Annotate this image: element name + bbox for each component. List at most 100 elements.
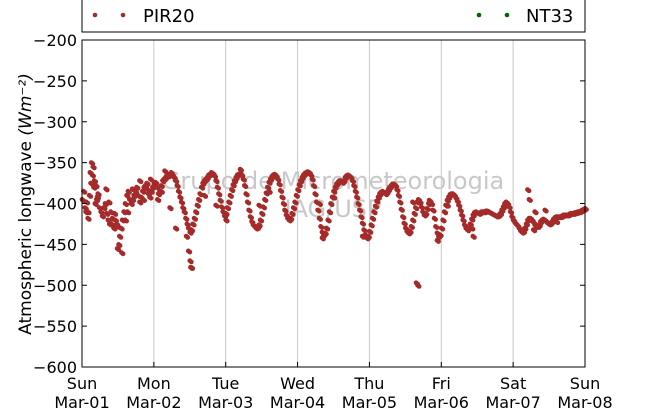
- point-pir20-96-b: [219, 199, 224, 204]
- point-pir20-93-b: [214, 179, 220, 185]
- point-pir20-76-b: [190, 228, 196, 234]
- point-pir20-112-b: [242, 177, 247, 183]
- point-pir20-245-b: [433, 217, 438, 222]
- point-pir20-101-b: [226, 206, 232, 212]
- point-pir20-249-b: [438, 233, 444, 239]
- legend: PIR20 NT33: [81, 0, 586, 33]
- point-pir20-250-b: [440, 226, 446, 232]
- point-pir20-127-b: [263, 198, 269, 204]
- point-pir20-356-b: [93, 179, 99, 185]
- point-pir20-170-b: [325, 226, 331, 232]
- point-pir20-66-b: [176, 184, 181, 190]
- x-tick-date-1: Mar-02: [126, 393, 181, 409]
- point-pir20-65-b: [174, 179, 180, 185]
- point-pir20-42-b: [141, 190, 147, 195]
- point-pir20-145-b: [289, 217, 295, 222]
- point-pir20-246-b: [434, 225, 440, 231]
- point-pir20-172-b: [328, 210, 334, 216]
- point-pir20-264-b: [460, 213, 466, 219]
- point-pir20-240-b: [426, 207, 431, 213]
- point-pir20-35-b: [131, 198, 137, 204]
- legend-marker-nt33-2: [504, 12, 510, 18]
- point-pir20-78-b: [193, 217, 199, 222]
- point-pir20-15-b: [102, 206, 108, 212]
- point-pir20-115-b: [246, 200, 252, 206]
- point-pir20-379-b: [185, 235, 191, 240]
- point-pir20-5-b: [88, 194, 94, 199]
- x-tick-date-5: Mar-06: [414, 393, 469, 409]
- x-tick-weekday-2: Tue: [211, 374, 239, 393]
- y-tick-label-6: −500: [33, 276, 77, 295]
- point-pir20-377-b: [168, 206, 174, 212]
- x-tick-weekday-1: Mon: [137, 374, 171, 393]
- point-pir20-83-b: [200, 185, 206, 191]
- point-pir20-309-b: [525, 222, 530, 228]
- x-tick-date-6: Mar-07: [485, 393, 540, 409]
- y-tick-label-2: −300: [33, 113, 77, 132]
- x-tick-date-2: Mar-03: [198, 393, 253, 409]
- legend-marker-pir20-1: [92, 12, 98, 18]
- point-pir20-68-b: [178, 195, 184, 201]
- point-pir20-400-b: [470, 226, 476, 232]
- point-pir20-398-b: [428, 199, 433, 204]
- point-pir20-235-b: [418, 200, 424, 206]
- point-pir20-67-b: [177, 190, 183, 195]
- point-pir20-380-b: [187, 249, 193, 255]
- point-pir20-173-b: [329, 202, 335, 208]
- point-pir20-92-b: [213, 174, 219, 180]
- point-pir20-405-b: [533, 210, 539, 216]
- point-pir20-265-b: [461, 218, 467, 224]
- point-pir20-371-b: [142, 198, 148, 204]
- point-pir20-222-b: [400, 208, 405, 213]
- point-pir20-263-b: [459, 208, 464, 214]
- point-pir20-252-b: [443, 210, 449, 216]
- point-pir20-192-b: [357, 202, 362, 208]
- point-pir20-401-b: [472, 235, 477, 240]
- point-pir20-378-b: [174, 226, 180, 232]
- y-tick-label-4: −400: [33, 195, 77, 214]
- point-pir20-188-b: [351, 179, 357, 185]
- point-pir20-166-b: [319, 225, 325, 231]
- point-pir20-365-b: [120, 251, 126, 257]
- point-pir20-14-b: [101, 214, 106, 220]
- legend-box: [81, 0, 586, 33]
- point-pir20-368-b: [131, 187, 137, 193]
- point-pir20-251-b: [441, 218, 447, 224]
- point-pir20-164-b: [316, 208, 322, 214]
- point-pir20-236-b: [420, 205, 426, 211]
- point-pir20-351-b: [84, 210, 90, 216]
- point-pir20-30-b: [124, 202, 129, 208]
- point-pir20-369-b: [135, 192, 140, 198]
- point-pir20-191-b: [355, 195, 361, 201]
- point-pir20-162-b: [313, 192, 319, 198]
- point-pir20-95-b: [217, 192, 223, 198]
- point-pir20-34-b: [130, 202, 135, 208]
- point-pir20-204-b: [374, 204, 380, 210]
- point-pir20-239-b: [424, 212, 430, 217]
- x-tick-weekday-5: Fri: [432, 374, 451, 393]
- point-pir20-229-b: [410, 225, 415, 231]
- point-pir20-103-b: [229, 194, 234, 199]
- point-pir20-376-b: [163, 169, 169, 175]
- point-pir20-193-b: [358, 208, 364, 214]
- point-pir20-81-b: [197, 198, 203, 204]
- point-pir20-3-b: [85, 200, 91, 206]
- point-pir20-364-b: [117, 243, 123, 249]
- point-pir20-298-b: [509, 210, 515, 216]
- point-pir20-388-b: [257, 203, 263, 209]
- point-pir20-199-b: [367, 235, 372, 240]
- point-pir20-221-b: [398, 200, 404, 206]
- point-pir20-113-b: [243, 184, 249, 190]
- point-pir20-385-b: [214, 203, 220, 209]
- point-pir20-117-b: [249, 215, 255, 221]
- point-pir20-361-b: [110, 222, 116, 228]
- point-pir20-161-b: [312, 184, 318, 190]
- point-pir20-40-b: [138, 200, 144, 206]
- point-pir20-80-b: [196, 203, 201, 209]
- point-pir20-27-b: [119, 226, 125, 232]
- point-pir20-104-b: [230, 188, 236, 194]
- point-pir20-399-b: [446, 203, 451, 209]
- point-pir20-397-b: [416, 284, 422, 289]
- point-pir20-147-b: [292, 206, 298, 212]
- point-pir20-391-b: [321, 236, 326, 242]
